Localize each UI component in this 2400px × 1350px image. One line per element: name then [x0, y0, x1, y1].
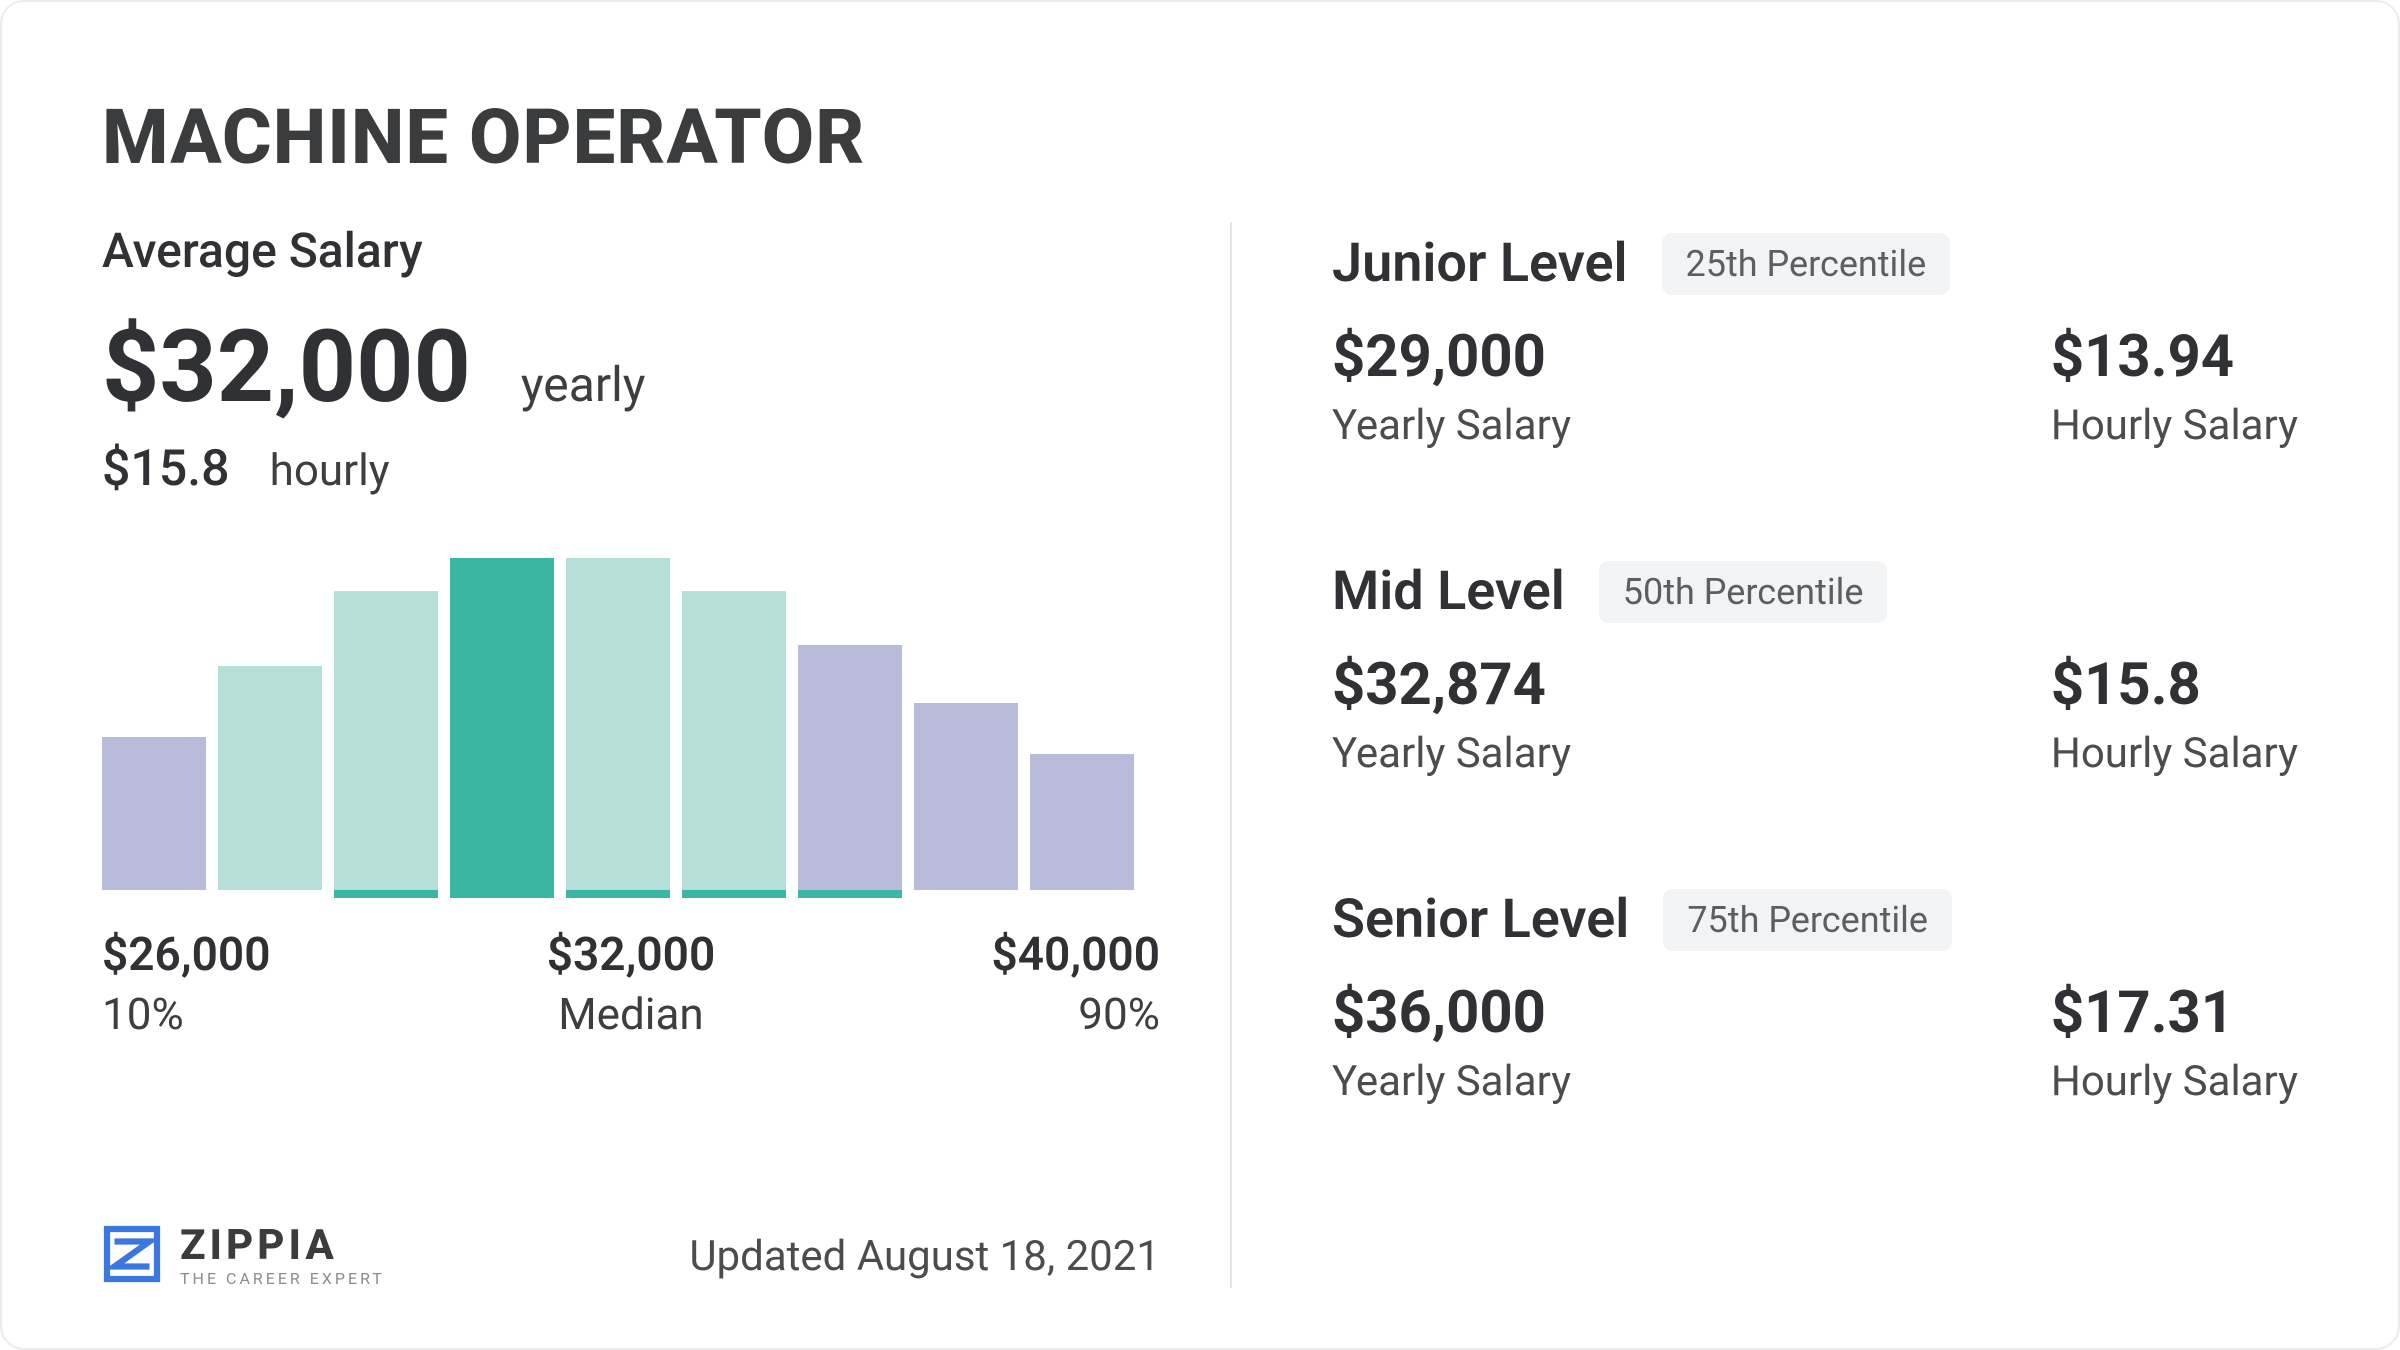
level-head: Senior Level 75th Percentile [1332, 888, 2298, 951]
hourly-unit: hourly [270, 444, 390, 496]
hourly-metric-value: $13.94 [2051, 323, 2298, 391]
zippia-icon [102, 1224, 162, 1288]
footer-row: ZIPPIA THE CAREER EXPERT Updated August … [102, 1164, 1160, 1288]
hourly-metric-label: Hourly Salary [2051, 729, 2298, 778]
hourly-metric-value: $17.31 [2051, 979, 2298, 1047]
yearly-row: $32,000 yearly [102, 309, 1160, 426]
bar-underline [218, 890, 322, 898]
bar-underline [682, 890, 786, 898]
percentile-badge: 25th Percentile [1662, 233, 1951, 295]
bar [798, 558, 902, 898]
hourly-metric-label: Hourly Salary [2051, 401, 2298, 450]
bar-container [102, 558, 1160, 898]
hourly-metric: $15.8 Hourly Salary [2051, 651, 2298, 778]
bar-underline [798, 890, 902, 898]
average-salary-label: Average Salary [102, 222, 1160, 279]
brand-name: ZIPPIA [180, 1225, 385, 1267]
salary-card: MACHINE OPERATOR Average Salary $32,000 … [0, 0, 2400, 1350]
hourly-value: $15.8 [102, 440, 230, 498]
yearly-value: $32,000 [102, 309, 471, 426]
yearly-metric-label: Yearly Salary [1332, 729, 1571, 778]
axis-mid-value: $32,000 [547, 928, 715, 982]
hourly-metric: $13.94 Hourly Salary [2051, 323, 2298, 450]
axis-mid-label: Median [558, 988, 704, 1040]
brand-text: ZIPPIA THE CAREER EXPERT [180, 1225, 385, 1287]
bar-fill [102, 737, 206, 890]
yearly-metric: $36,000 Yearly Salary [1332, 979, 1571, 1106]
bar [450, 558, 554, 898]
hourly-metric-label: Hourly Salary [2051, 1057, 2298, 1106]
bar [914, 558, 1018, 898]
yearly-metric-value: $32,874 [1332, 651, 1571, 719]
level-body: $32,874 Yearly Salary $15.8 Hourly Salar… [1332, 651, 2298, 778]
axis-right-value: $40,000 [992, 928, 1160, 982]
brand-logo: ZIPPIA THE CAREER EXPERT [102, 1224, 385, 1288]
columns: Average Salary $32,000 yearly $15.8 hour… [102, 222, 2298, 1288]
level-block: Senior Level 75th Percentile $36,000 Yea… [1332, 888, 2298, 1106]
level-body: $36,000 Yearly Salary $17.31 Hourly Sala… [1332, 979, 2298, 1106]
updated-date: Updated August 18, 2021 [689, 1232, 1160, 1281]
distribution-chart: $26,000 10% $32,000 Median $40,000 90% [102, 558, 1160, 1040]
bar-fill [566, 558, 670, 890]
bar-fill [682, 591, 786, 890]
bar [218, 558, 322, 898]
bar-underline [1030, 890, 1134, 898]
page-title: MACHINE OPERATOR [102, 92, 2298, 182]
bar-fill [914, 703, 1018, 890]
hourly-metric-value: $15.8 [2051, 651, 2298, 719]
bar [334, 558, 438, 898]
bar [566, 558, 670, 898]
bar [682, 558, 786, 898]
axis-right: $40,000 90% [992, 928, 1160, 1040]
level-name: Senior Level [1332, 888, 1629, 951]
level-name: Junior Level [1332, 232, 1628, 295]
yearly-metric-label: Yearly Salary [1332, 1057, 1571, 1106]
yearly-metric-value: $29,000 [1332, 323, 1571, 391]
bar-underline [450, 890, 554, 898]
levels-panel: Junior Level 25th Percentile $29,000 Yea… [1232, 222, 2298, 1288]
axis-left: $26,000 10% [102, 928, 270, 1040]
chart-axis: $26,000 10% $32,000 Median $40,000 90% [102, 928, 1160, 1040]
percentile-badge: 50th Percentile [1599, 561, 1888, 623]
bar-fill [798, 645, 902, 890]
brand-tagline: THE CAREER EXPERT [180, 1271, 385, 1287]
hourly-row: $15.8 hourly [102, 440, 1160, 498]
level-body: $29,000 Yearly Salary $13.94 Hourly Sala… [1332, 323, 2298, 450]
bar-underline [566, 890, 670, 898]
bar-fill [1030, 754, 1134, 890]
left-panel: Average Salary $32,000 yearly $15.8 hour… [102, 222, 1232, 1288]
yearly-metric-value: $36,000 [1332, 979, 1571, 1047]
bar [102, 558, 206, 898]
hourly-metric: $17.31 Hourly Salary [2051, 979, 2298, 1106]
bar [1030, 558, 1134, 898]
axis-left-value: $26,000 [102, 928, 270, 982]
level-name: Mid Level [1332, 560, 1565, 623]
yearly-metric-label: Yearly Salary [1332, 401, 1571, 450]
axis-mid: $32,000 Median [547, 928, 715, 1040]
percentile-badge: 75th Percentile [1663, 889, 1952, 951]
yearly-unit: yearly [521, 356, 646, 413]
bar-underline [334, 890, 438, 898]
bar-fill [450, 558, 554, 890]
bar-fill [218, 666, 322, 890]
axis-right-label: 90% [1078, 988, 1160, 1040]
bar-fill [334, 591, 438, 890]
axis-left-label: 10% [102, 988, 270, 1040]
level-block: Junior Level 25th Percentile $29,000 Yea… [1332, 232, 2298, 450]
bar-underline [914, 890, 1018, 898]
yearly-metric: $32,874 Yearly Salary [1332, 651, 1571, 778]
level-block: Mid Level 50th Percentile $32,874 Yearly… [1332, 560, 2298, 778]
bar-underline [102, 890, 206, 898]
level-head: Junior Level 25th Percentile [1332, 232, 2298, 295]
yearly-metric: $29,000 Yearly Salary [1332, 323, 1571, 450]
level-head: Mid Level 50th Percentile [1332, 560, 2298, 623]
